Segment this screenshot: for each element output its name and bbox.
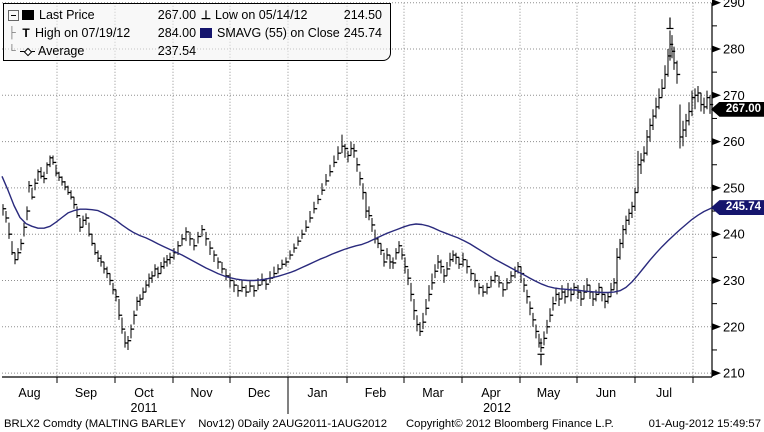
- y-major-tick-arrow: [712, 45, 721, 53]
- average-marker-icon: [20, 47, 35, 56]
- last-price-axis-tag: 267.00: [711, 101, 764, 117]
- timestamp: 01-Aug-2012 15:49:57: [648, 418, 761, 430]
- legend-item-average[interactable]: └ Average 237.54: [8, 42, 200, 60]
- chart-footer: BRLX2 Comdty (MALTING BARLEY Nov12) 0Dai…: [0, 416, 764, 432]
- month-label: Sep: [75, 386, 97, 400]
- year-label: 2011: [131, 401, 158, 415]
- y-major-tick-arrow: [712, 277, 721, 284]
- tree-branch-icon: └: [8, 45, 16, 57]
- y-tick-label: 250: [723, 180, 745, 195]
- last-price-swatch-icon: [22, 10, 34, 20]
- month-label: Nov: [190, 386, 213, 400]
- y-tick-label: 280: [723, 42, 745, 57]
- month-label: Dec: [248, 386, 270, 400]
- legend-label: High on 07/19/12: [35, 26, 131, 40]
- legend-value: 237.54: [157, 44, 197, 58]
- low-marker-icon: ⊥: [200, 8, 212, 22]
- smavg-swatch-icon: [200, 28, 213, 38]
- legend-item-low[interactable]: ⊥ Low on 05/14/12 214.50: [200, 6, 386, 24]
- legend-collapse-icon[interactable]: [8, 9, 19, 21]
- legend-column-2: ⊥ Low on 05/14/12 214.50 SMAVG (55) on C…: [200, 6, 386, 58]
- y-tick-label: 270: [723, 88, 745, 103]
- month-label: Jun: [596, 386, 616, 400]
- copyright-text: Copyright© 2012 Bloomberg Finance L.P.: [406, 418, 614, 430]
- y-major-tick-arrow: [712, 230, 721, 238]
- y-tick-label: 260: [723, 134, 745, 149]
- legend-value: 284.00: [157, 26, 197, 40]
- year-label: 2012: [483, 401, 511, 415]
- legend-label: Low on 05/14/12: [215, 8, 308, 22]
- ticker-description: BRLX2 Comdty (MALTING BARLEY Nov12) 0Dai…: [4, 418, 387, 430]
- legend-column-1: Last Price 267.00 ├ T High on 07/19/12 2…: [8, 6, 200, 58]
- legend-label: SMAVG (55) on Close: [217, 26, 340, 40]
- tree-branch-icon: ├: [8, 27, 16, 39]
- y-major-tick-arrow: [712, 91, 721, 99]
- month-label: Jan: [307, 386, 327, 400]
- legend-value: 267.00: [157, 8, 197, 22]
- y-tick-label: 210: [723, 366, 745, 381]
- month-label: Feb: [365, 386, 387, 400]
- y-major-tick-arrow: [712, 369, 721, 377]
- legend-item-last-price[interactable]: Last Price 267.00: [8, 6, 200, 24]
- y-major-tick-arrow: [712, 0, 721, 7]
- y-tick-label: 230: [723, 273, 745, 288]
- y-major-tick-arrow: [712, 323, 721, 331]
- smavg-line: [1, 176, 713, 294]
- y-tick-label: 240: [723, 227, 745, 242]
- chart-legend: Last Price 267.00 ├ T High on 07/19/12 2…: [3, 3, 391, 61]
- month-label: Jul: [656, 386, 672, 400]
- legend-item-high[interactable]: ├ T High on 07/19/12 284.00: [8, 24, 200, 42]
- month-label: Mar: [422, 386, 444, 400]
- month-label: May: [537, 386, 561, 400]
- y-tick-label: 290: [723, 0, 745, 10]
- month-label: Aug: [18, 386, 40, 400]
- y-major-tick-arrow: [712, 184, 721, 192]
- y-tick-label: 220: [723, 319, 745, 334]
- month-label: Apr: [481, 386, 500, 400]
- legend-label: Average: [38, 44, 85, 58]
- month-label: Oct: [134, 386, 154, 400]
- legend-item-smavg[interactable]: SMAVG (55) on Close 245.74: [200, 24, 386, 42]
- y-major-tick-arrow: [712, 138, 721, 146]
- smavg-axis-tag: 245.74: [711, 200, 764, 216]
- legend-label: Last Price: [39, 8, 95, 22]
- high-marker-icon: T: [22, 26, 30, 40]
- legend-value: 245.74: [343, 26, 382, 40]
- legend-value: 214.50: [343, 8, 382, 22]
